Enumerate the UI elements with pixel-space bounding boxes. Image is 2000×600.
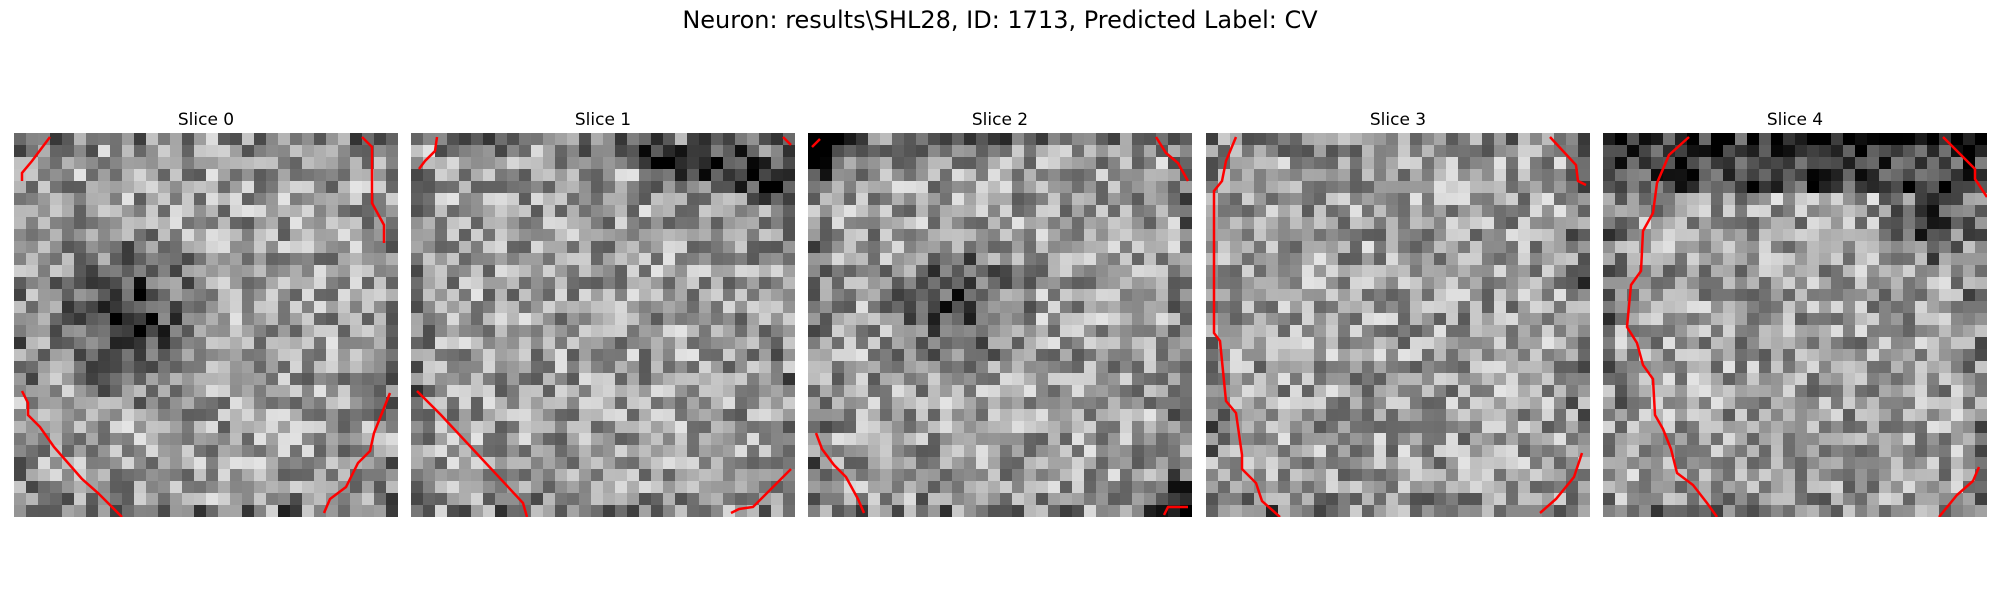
slice-panel-0: Slice 0 [14, 108, 398, 517]
slice-panel-2: Slice 2 [808, 108, 1192, 517]
contour-line [1549, 136, 1587, 187]
contour-line [1212, 136, 1281, 517]
contour-line [322, 392, 392, 514]
contour-line [782, 136, 792, 146]
slice-title-0: Slice 0 [177, 110, 235, 130]
contour-line [361, 136, 386, 243]
slice-image-1 [411, 133, 795, 517]
slice-title-4: Slice 4 [1766, 110, 1824, 130]
contour-line [814, 432, 866, 514]
contour-line [20, 390, 123, 517]
slice-title-3: Slice 3 [1369, 110, 1427, 130]
contour-line [1942, 136, 1987, 198]
slice-title-2: Slice 2 [971, 110, 1029, 130]
slice-panel-3: Slice 3 [1206, 108, 1590, 517]
contour-line [1154, 136, 1190, 182]
contour-line [418, 136, 439, 170]
slice-title-1: Slice 1 [574, 110, 632, 130]
slice-panel-4: Slice 4 [1603, 108, 1987, 517]
contour-line [416, 390, 529, 517]
contour-line [20, 136, 51, 181]
contour-line [1162, 505, 1188, 516]
contour-line [1625, 136, 1719, 517]
figure-title: Neuron: results\SHL28, ID: 1713, Predict… [682, 6, 1318, 34]
contour-line [1539, 452, 1584, 514]
slice-image-2 [808, 133, 1192, 517]
slice-panel-1: Slice 1 [411, 108, 795, 517]
slice-image-0 [14, 133, 398, 517]
contour-line [1938, 466, 1981, 517]
contour-line [811, 138, 821, 148]
contour-line [730, 468, 792, 515]
slice-image-3 [1206, 133, 1590, 517]
slice-image-4 [1603, 133, 1987, 517]
